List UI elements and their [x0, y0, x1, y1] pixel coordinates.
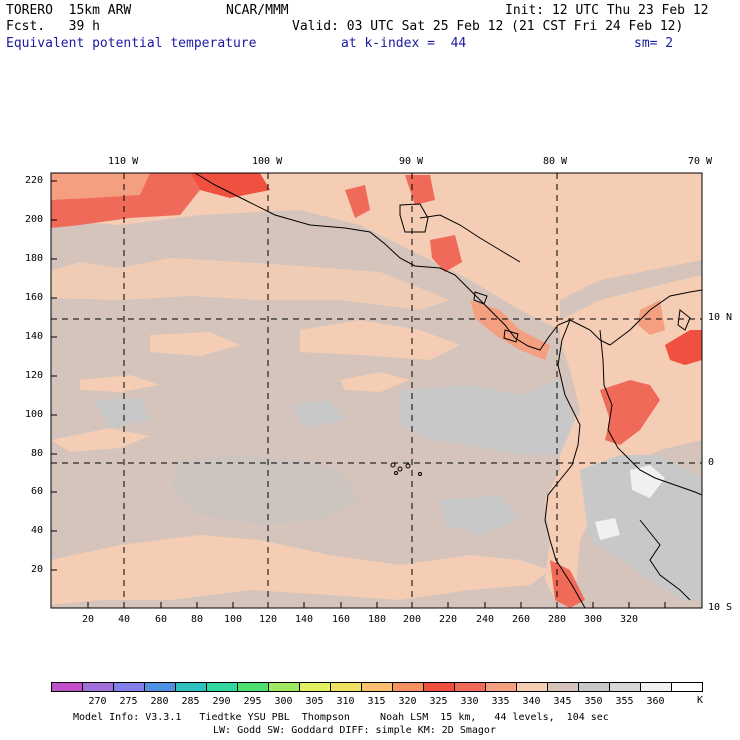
lat-label: 10 S	[708, 602, 733, 613]
colorbar-label: 310	[336, 696, 355, 707]
x-tick-label: 140	[294, 614, 314, 625]
init-time: Init: 12 UTC Thu 23 Feb 12	[505, 3, 709, 18]
x-tick-label: 80	[190, 614, 204, 625]
colorbar-swatch	[330, 682, 362, 692]
colorbar-swatch	[609, 682, 641, 692]
colorbar-label: 350	[584, 696, 603, 707]
y-tick-label: 200	[25, 214, 44, 225]
colorbar-label: 305	[305, 696, 324, 707]
x-tick-label: 180	[367, 614, 387, 625]
colorbar-label: 330	[460, 696, 479, 707]
colorbar-swatch	[82, 682, 114, 692]
lat-label: 0	[708, 457, 715, 468]
colorbar-label: 290	[212, 696, 231, 707]
colorbar-swatch	[423, 682, 455, 692]
x-tick-label: 200	[402, 614, 422, 625]
colorbar-swatch	[361, 682, 393, 692]
axis-ticks	[51, 180, 666, 608]
x-tick-label: 20	[81, 614, 95, 625]
lat-lon-grid	[51, 173, 702, 608]
colorbar-label: 335	[491, 696, 510, 707]
colorbar-swatch	[485, 682, 517, 692]
x-tick-label: 40	[117, 614, 131, 625]
model-info: Model Info: V3.3.1 Tiedtke YSU PBL Thomp…	[73, 712, 609, 723]
y-tick-label: 80	[31, 448, 44, 459]
colorbar-label: 280	[150, 696, 169, 707]
x-tick-label: 160	[331, 614, 351, 625]
colorbar-swatch	[299, 682, 331, 692]
colorbar-label: 360	[646, 696, 665, 707]
colorbar-swatch	[671, 682, 703, 692]
colorbar-swatch	[113, 682, 145, 692]
x-tick-label: 120	[258, 614, 278, 625]
lon-label: 100 W	[252, 156, 283, 167]
colorbar-swatch	[547, 682, 579, 692]
y-tick-label: 220	[25, 175, 44, 186]
colorbar-swatch	[237, 682, 269, 692]
x-tick-label: 240	[475, 614, 495, 625]
lon-label: 80 W	[543, 156, 568, 167]
lat-label: 10 N	[708, 312, 733, 323]
y-tick-label: 40	[31, 525, 44, 536]
lon-label: 70 W	[688, 156, 713, 167]
colorbar-unit: K	[697, 695, 704, 706]
colorbar-label: 275	[119, 696, 138, 707]
valid-time: Valid: 03 UTC Sat 25 Feb 12 (21 CST Fri …	[292, 19, 684, 34]
colorbar-swatch	[175, 682, 207, 692]
level-info: at k-index = 44	[341, 36, 467, 51]
colorbar-label: 340	[522, 696, 541, 707]
y-tick-label: 100	[25, 409, 44, 420]
y-tick-label: 180	[25, 253, 44, 264]
colorbar-label: 325	[429, 696, 448, 707]
colorbar-swatch	[392, 682, 424, 692]
lon-label: 90 W	[399, 156, 424, 167]
x-tick-label: 220	[438, 614, 458, 625]
x-tick-label: 320	[619, 614, 639, 625]
colorbar-label: 270	[88, 696, 107, 707]
physics-info: LW: Godd SW: Goddard DIFF: simple KM: 2D…	[213, 725, 496, 736]
x-tick-label: 300	[583, 614, 603, 625]
colorbar-swatch	[516, 682, 548, 692]
organization: NCAR/MMM	[226, 3, 289, 18]
colorbar-label: 355	[615, 696, 634, 707]
coastlines	[194, 173, 702, 608]
x-tick-label: 60	[154, 614, 168, 625]
smoothing-info: sm= 2	[634, 36, 674, 51]
y-tick-label: 20	[31, 564, 44, 575]
colorbar-swatch	[268, 682, 300, 692]
colorbar-label: 295	[243, 696, 262, 707]
x-tick-label: 280	[547, 614, 567, 625]
model-title: TORERO 15km ARW	[6, 3, 132, 18]
colorbar-label: 285	[181, 696, 200, 707]
colorbar-label: 345	[553, 696, 572, 707]
colorbar-swatch	[144, 682, 176, 692]
x-tick-label: 260	[511, 614, 531, 625]
colorbar-swatch	[454, 682, 486, 692]
y-tick-label: 140	[25, 331, 44, 342]
colorbar-label: 320	[398, 696, 417, 707]
forecast-hour: Fcst. 39 h	[6, 19, 100, 34]
y-tick-label: 120	[25, 370, 44, 381]
lon-label: 110 W	[108, 156, 139, 167]
field-name: Equivalent potential temperature	[6, 36, 257, 51]
colorbar-swatch	[640, 682, 672, 692]
y-tick-label: 160	[25, 292, 44, 303]
colorbar-swatch	[578, 682, 610, 692]
colorbar-label: 315	[367, 696, 386, 707]
colorbar-swatch	[206, 682, 238, 692]
y-tick-label: 60	[31, 486, 44, 497]
x-tick-label: 100	[223, 614, 243, 625]
colorbar-label: 300	[274, 696, 293, 707]
map-fill-layer	[51, 173, 702, 608]
colorbar-swatch	[51, 682, 83, 692]
